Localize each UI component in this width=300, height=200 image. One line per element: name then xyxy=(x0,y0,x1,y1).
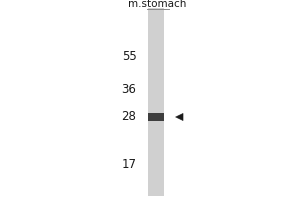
Text: 28: 28 xyxy=(122,110,136,122)
Bar xyxy=(148,113,164,121)
Text: 17: 17 xyxy=(122,158,136,170)
Polygon shape xyxy=(176,113,183,121)
Text: m.stomach: m.stomach xyxy=(128,0,187,9)
Bar xyxy=(148,8,164,196)
Text: 55: 55 xyxy=(122,49,136,62)
Text: 36: 36 xyxy=(122,83,136,96)
